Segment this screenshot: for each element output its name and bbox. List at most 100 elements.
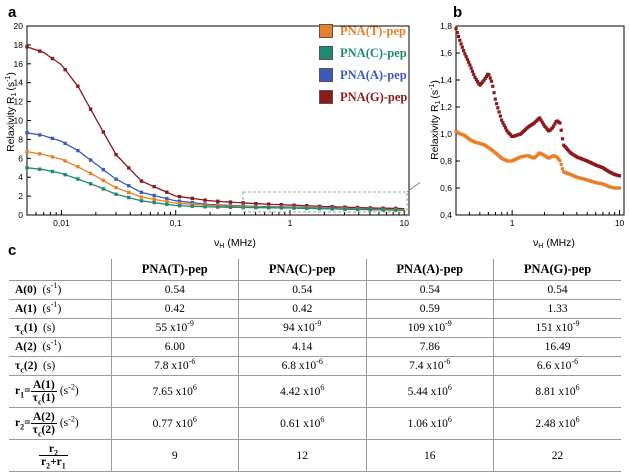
data-point (455, 30, 459, 35)
data-point (76, 177, 80, 181)
y-tick-label: 0 (18, 210, 23, 220)
legend-swatch-g (319, 90, 333, 104)
data-point (165, 202, 169, 207)
legend-label-g: PNA(G)-pep (340, 89, 408, 104)
data-point (266, 206, 271, 210)
data-point (459, 42, 463, 46)
table-cell: 7.4 x10-6 (365, 356, 494, 376)
data-point (101, 130, 106, 134)
data-point (539, 118, 543, 122)
data-point (152, 200, 156, 205)
row-label-a2: A(2) (s-1) (9, 337, 112, 357)
data-point (467, 60, 471, 64)
x-axis-label-a: νH (MHz) (214, 237, 256, 250)
data-point (491, 84, 495, 88)
parameters-table: PNA(T)-pep PNA(C)-pep PNA(A)-pep PNA(G)-… (9, 259, 621, 472)
data-point (558, 121, 562, 125)
data-point (456, 34, 461, 39)
row-label-r2: r2= A(2) τc(2) (s-2) (9, 407, 112, 440)
data-point (617, 186, 622, 190)
data-point (177, 194, 182, 199)
data-point (63, 141, 67, 146)
table-row: τc(2) (s) 7.8 x10-6 6.8 x10-6 7.4 x10-6 … (9, 356, 621, 376)
table-cell: 109 x10-9 (365, 318, 494, 338)
table-cell: 0.54 (493, 280, 621, 300)
data-point (127, 166, 131, 170)
row-label-tauc2: τc(2) (s) (9, 356, 112, 376)
data-point (50, 169, 55, 174)
legend-label-t: PNA(T)-pep (340, 23, 406, 38)
table-header-t: PNA(T)-pep (110, 259, 239, 281)
data-point (497, 110, 501, 114)
data-point (101, 187, 106, 191)
table-cell: 94 x10-9 (238, 318, 367, 338)
data-point (505, 128, 509, 132)
table-header-g: PNA(G)-pep (493, 259, 621, 281)
table-cell: 12 (238, 439, 367, 472)
data-point (190, 202, 195, 207)
panel-label-c: c (8, 242, 17, 259)
row-label-a1: A(1) (s-1) (9, 299, 112, 319)
data-point (203, 205, 207, 209)
x-tick-label: 0,01 (53, 218, 70, 228)
zoom-region (242, 181, 420, 213)
data-point (470, 69, 475, 73)
fraction: r2 r2+r1 (39, 442, 68, 471)
table-cell: 0.54 (110, 280, 239, 300)
data-point (482, 78, 486, 83)
data-point (538, 116, 542, 120)
data-point (254, 201, 258, 206)
data-point (279, 203, 284, 207)
data-point (458, 38, 462, 42)
zoom-arrow-line (406, 181, 420, 193)
data-point (177, 199, 182, 203)
data-point (540, 120, 544, 124)
table-cell: 0.42 (110, 299, 239, 319)
data-point (127, 195, 131, 200)
data-point (558, 159, 562, 163)
data-point (165, 190, 169, 194)
y-tick-label: 8 (18, 134, 23, 144)
data-point (474, 77, 478, 82)
table-cell: 6.8 x10-6 (238, 356, 367, 376)
data-point (468, 63, 472, 67)
x-tick-label: 0,1 (170, 218, 182, 228)
data-point (88, 182, 93, 186)
y-tick-label: 14 (14, 78, 24, 88)
data-point (165, 199, 169, 204)
x-tick-label: 1 (288, 218, 293, 228)
table-cell: 4.14 (238, 337, 367, 357)
table-cell: 55 x10-9 (110, 318, 239, 338)
data-point (152, 197, 156, 202)
data-point (63, 67, 67, 72)
table-row: A(2) (s-1) 6.00 4.14 7.86 16.49 (9, 337, 621, 357)
data-point (541, 122, 546, 126)
table-cell: 9 (110, 439, 239, 472)
y-tick-label: 20 (14, 21, 24, 31)
legend-swatch-a (319, 68, 333, 82)
x-tick-label: 1 (510, 218, 515, 228)
data-point (355, 207, 360, 212)
panel-label-a: a (8, 4, 17, 21)
legend-swatch-c (319, 46, 333, 60)
data-point (216, 199, 220, 204)
table-cell: 7.8 x10-6 (110, 356, 239, 376)
data-point (152, 193, 156, 198)
x-tick-label: 10 (400, 218, 410, 228)
data-point (139, 195, 144, 199)
data-point (343, 207, 347, 211)
data-point (63, 172, 67, 177)
y-tick-label: 1,0 (440, 129, 452, 139)
y-tick-label: 1,6 (440, 48, 452, 58)
data-point (483, 76, 487, 81)
table-cell: 0.42 (238, 299, 367, 319)
data-point (101, 167, 106, 172)
data-point (25, 166, 29, 170)
data-point (38, 49, 42, 53)
legend-swatch-t (319, 24, 333, 38)
data-point (76, 84, 80, 88)
data-point (494, 102, 499, 106)
zoom-box (242, 191, 408, 213)
data-point (493, 97, 497, 101)
y-tick-label: 1,2 (440, 102, 452, 112)
